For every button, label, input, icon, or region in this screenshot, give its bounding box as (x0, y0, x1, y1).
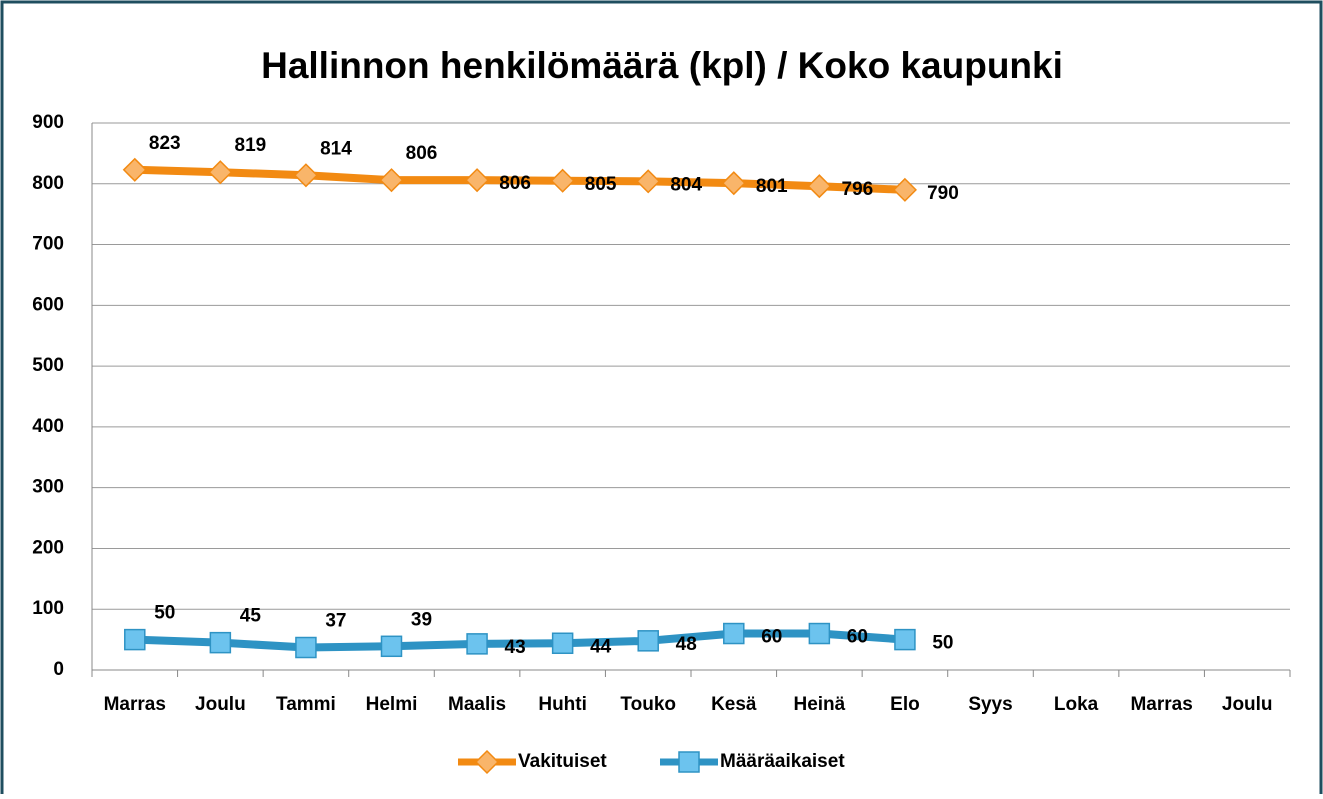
marker (209, 631, 232, 654)
y-tick-label: 400 (32, 416, 64, 437)
data-label: 806 (406, 143, 438, 164)
data-label: 823 (149, 133, 181, 154)
marker (293, 163, 318, 188)
data-label: 37 (325, 611, 346, 632)
x-tick-label: Marras (104, 694, 166, 715)
data-label: 50 (932, 633, 953, 654)
y-tick-label: 300 (32, 477, 64, 498)
data-label: 805 (585, 174, 617, 195)
chart-title: Hallinnon henkilömäärä (kpl) / Koko kaup… (261, 45, 1063, 86)
data-label: 39 (411, 609, 432, 630)
data-label: 45 (240, 606, 262, 627)
marker (807, 174, 832, 199)
y-tick-label: 100 (32, 598, 64, 619)
marker (637, 630, 659, 652)
x-tick-label: Maalis (448, 694, 506, 715)
marker (636, 169, 661, 194)
x-tick-label: Joulu (1222, 694, 1273, 715)
x-tick-label: Heinä (793, 694, 845, 715)
x-tick-label: Touko (620, 694, 676, 715)
marker (721, 171, 746, 196)
data-label: 43 (505, 637, 526, 658)
data-label: 50 (154, 603, 175, 624)
marker (466, 633, 488, 655)
y-tick-label: 200 (32, 537, 64, 558)
marker (295, 636, 317, 659)
x-tick-label: Elo (890, 694, 920, 715)
y-tick-label: 500 (32, 355, 64, 376)
x-tick-label: Marras (1130, 694, 1192, 715)
legend-label: Vakituiset (518, 751, 607, 772)
data-label: 44 (590, 636, 612, 657)
x-tick-label: Loka (1054, 694, 1099, 715)
x-tick-label: Kesä (711, 694, 757, 715)
data-label: 806 (499, 173, 531, 194)
data-label: 814 (320, 138, 352, 159)
data-label: 48 (676, 634, 697, 655)
y-tick-label: 700 (32, 234, 64, 255)
marker (379, 168, 404, 193)
marker (894, 628, 916, 651)
marker (208, 160, 233, 185)
marker (465, 168, 490, 193)
legend-label: Määräaikaiset (720, 751, 845, 772)
data-label: 60 (761, 627, 782, 648)
marker (892, 177, 917, 202)
y-tick-label: 0 (53, 659, 64, 680)
x-tick-label: Syys (968, 694, 1012, 715)
x-tick-label: Tammi (276, 694, 336, 715)
marker (380, 635, 403, 658)
data-label: 790 (927, 183, 959, 204)
y-tick-label: 900 (32, 112, 64, 133)
data-label: 796 (842, 179, 874, 200)
marker (678, 751, 700, 773)
data-label: 801 (756, 176, 788, 197)
series-line (134, 165, 906, 194)
x-tick-label: Huhti (538, 694, 587, 715)
marker (122, 157, 147, 182)
series-line (134, 629, 906, 652)
marker (124, 628, 146, 651)
marker (723, 622, 745, 645)
marker (551, 632, 574, 655)
x-tick-label: Joulu (195, 694, 246, 715)
data-label: 60 (847, 627, 868, 648)
data-label: 804 (670, 174, 702, 195)
x-tick-label: Helmi (366, 694, 418, 715)
marker (550, 168, 575, 193)
y-tick-label: 800 (32, 173, 64, 194)
marker (474, 749, 500, 775)
y-tick-label: 600 (32, 294, 64, 315)
data-label: 819 (235, 135, 267, 156)
marker (808, 622, 831, 645)
